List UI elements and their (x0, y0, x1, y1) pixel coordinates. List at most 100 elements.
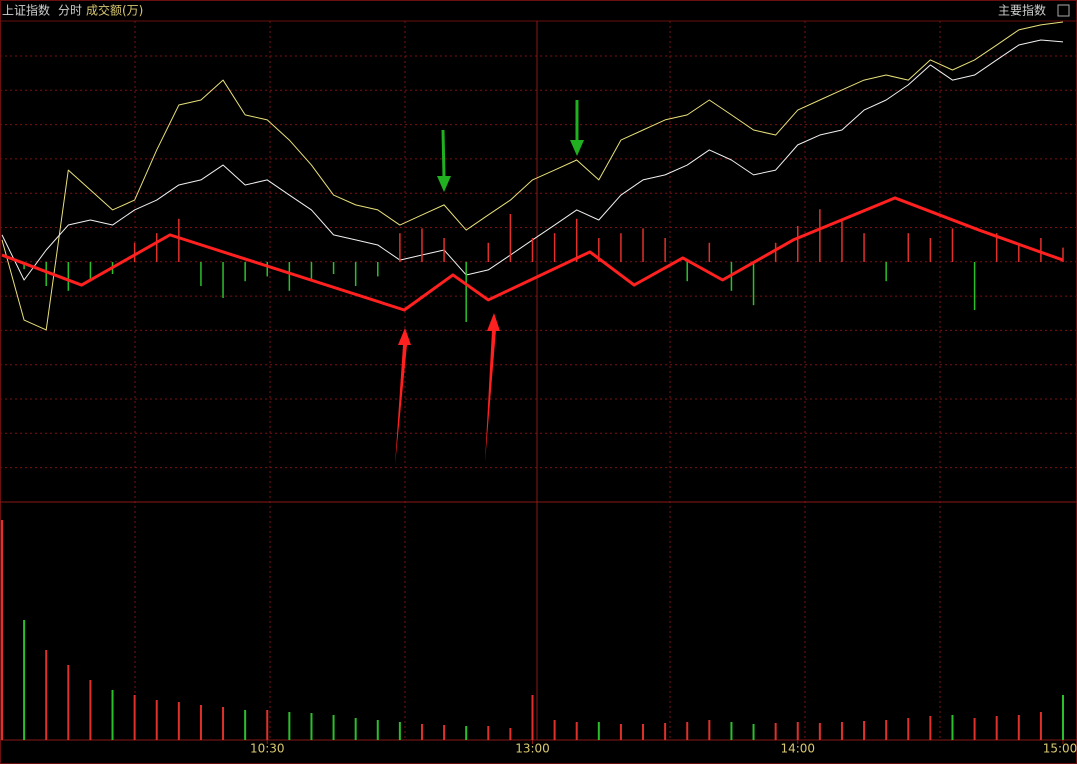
diff-bar (575, 218, 578, 262)
diff-bar (929, 238, 932, 262)
volume-bar (1, 520, 3, 740)
volume-bar (818, 723, 821, 740)
volume-bar (310, 713, 313, 740)
x-tick-label: 14:00 (780, 742, 815, 756)
diff-bar (1018, 242, 1020, 262)
diff-bar (774, 242, 777, 262)
diff-bar (752, 262, 755, 306)
diff-bar (443, 238, 445, 262)
x-tick-label: 10:30 (250, 742, 285, 756)
diff-bar (885, 262, 887, 282)
diff-bar (310, 262, 313, 282)
volume-bar (177, 702, 180, 740)
diff-bar (23, 262, 25, 270)
annotations (395, 100, 584, 465)
diff-bar (664, 238, 666, 262)
volume-bar (376, 720, 379, 740)
diff-bar (178, 218, 180, 262)
diff-bar (354, 262, 357, 286)
mode: 分时 (58, 4, 82, 18)
diff-bar (598, 238, 600, 262)
green-arrowhead (437, 176, 451, 192)
volume-bar (664, 723, 667, 740)
diff-bar (332, 262, 335, 274)
diff-bar (155, 233, 158, 262)
diff-bar (421, 228, 423, 262)
diff-bar (1062, 247, 1064, 262)
diff-bar (222, 262, 224, 298)
main-index-button[interactable]: 主要指数 (998, 3, 1046, 18)
diff-bar (708, 242, 711, 262)
volume-bar (531, 695, 534, 740)
volume-bar (1039, 712, 1042, 740)
green-arrow (441, 129, 446, 179)
volume-bar (1017, 715, 1020, 740)
volume-bar (288, 712, 291, 740)
volume-bar (332, 715, 335, 740)
volume-bar (420, 724, 423, 740)
diff-bar (45, 262, 47, 286)
volume-bar (863, 721, 866, 740)
diff-bar (841, 218, 843, 262)
volume-bar (199, 705, 202, 740)
diff-bar (951, 228, 954, 262)
maximize-button[interactable] (1057, 4, 1070, 17)
volume-bar (487, 726, 490, 740)
diff-bar (973, 262, 976, 310)
diff-bar (797, 226, 799, 262)
diff-bar (288, 262, 291, 291)
volume-bar (796, 722, 799, 740)
diff-bar (531, 238, 534, 262)
volume-bar (133, 695, 136, 740)
diff-bar (819, 209, 821, 262)
red-arrowhead (487, 313, 500, 331)
volume-bar (597, 722, 600, 740)
diff-bar (863, 233, 865, 262)
x-tick-label: 15:00 (1043, 742, 1077, 756)
volume-bar (155, 700, 158, 740)
volume-bar (111, 690, 114, 740)
volume-bar (708, 720, 711, 740)
diff-bar (487, 242, 490, 262)
volume-bar (509, 728, 512, 740)
volume-bar (266, 710, 269, 740)
indicator: 成交额(万) (86, 3, 143, 18)
volume-bar (354, 718, 357, 740)
volume-bar (929, 716, 932, 740)
red-arrow (485, 330, 496, 462)
volume-bar (89, 680, 92, 740)
volume-bar (398, 722, 401, 740)
volume-bar (995, 716, 998, 740)
volume-bar (774, 723, 777, 740)
diff-bar (553, 233, 556, 262)
volume-bar (619, 724, 622, 740)
diff-bar (509, 214, 512, 262)
volume-bar (642, 724, 645, 740)
diff-bar (620, 233, 622, 262)
diff-bar (907, 233, 910, 262)
volume-bar (67, 665, 70, 740)
volume-bar (443, 725, 446, 740)
volume-bar (885, 720, 888, 740)
volume-bar (951, 715, 954, 740)
diff-bar (200, 262, 202, 286)
diff-bar (995, 233, 998, 262)
diff-bar (244, 262, 246, 282)
x-tick-label: 13:00 (515, 742, 550, 756)
diff-bar (1040, 238, 1042, 262)
price-line (1, 21, 1064, 331)
volume-bar (973, 718, 976, 740)
volume-bar (686, 722, 689, 740)
volume-bar (840, 722, 843, 740)
diff-bar (89, 262, 92, 282)
diff-bar (686, 262, 688, 282)
diff-bar (1, 262, 3, 263)
diff-bar (377, 262, 379, 277)
diff-bar (642, 228, 644, 262)
diff-bar (465, 262, 467, 322)
volume-bar (907, 718, 910, 740)
green-arrowhead (570, 140, 584, 156)
volume-bar (752, 724, 755, 740)
volume-bar (465, 726, 468, 740)
